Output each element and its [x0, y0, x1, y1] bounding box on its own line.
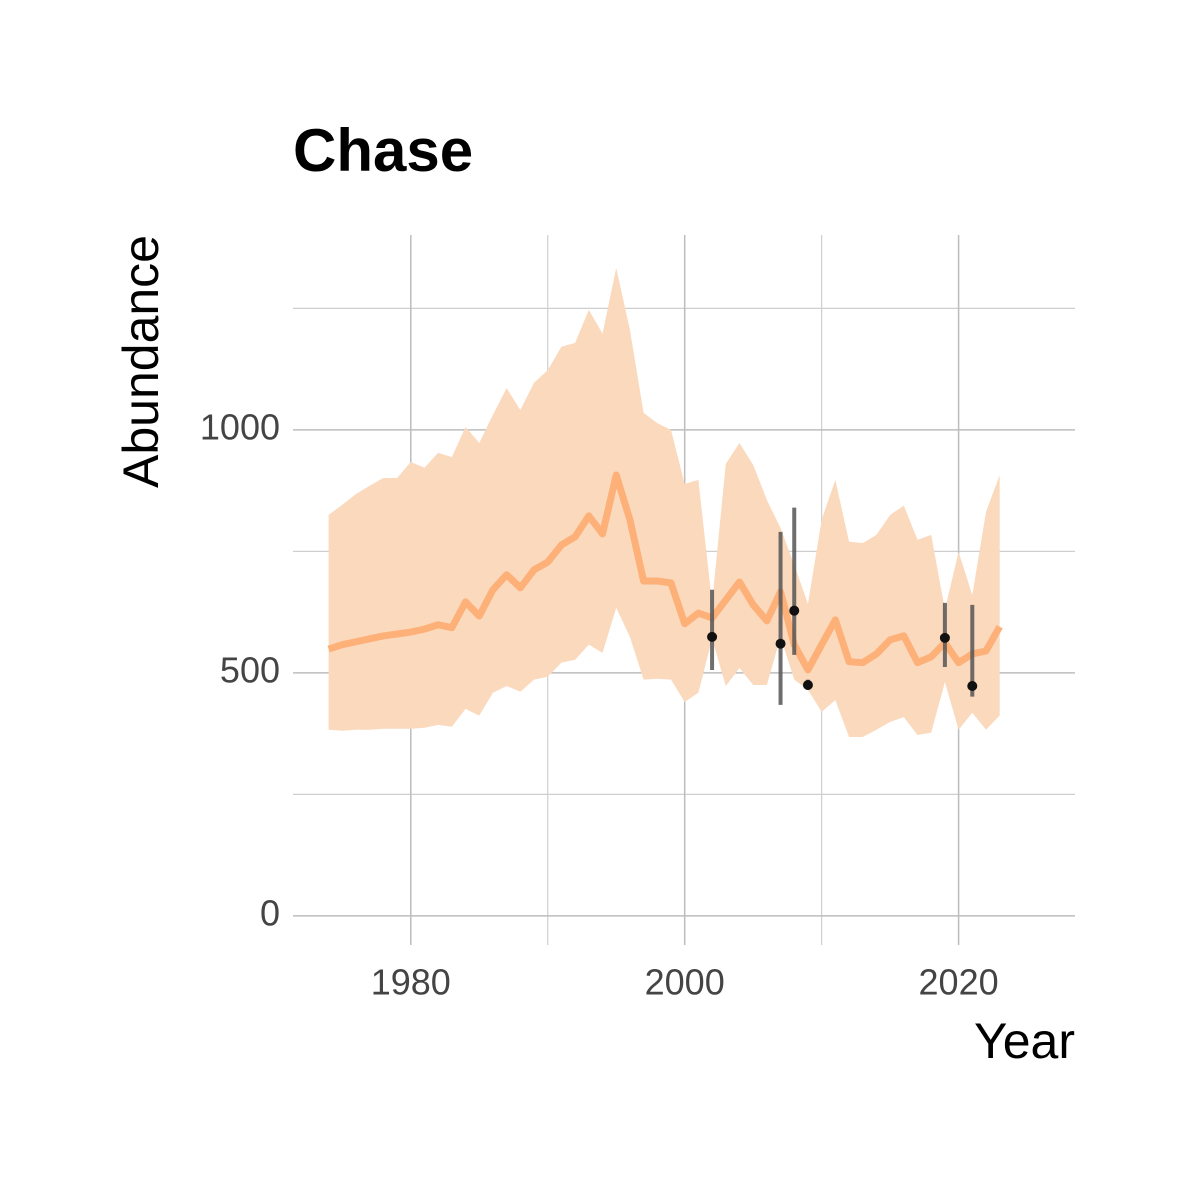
- observation-point: [967, 680, 978, 691]
- observation-point: [802, 680, 813, 691]
- y-tick-label: 500: [220, 649, 280, 690]
- x-tick-label: 2020: [919, 962, 999, 1003]
- confidence-band: [328, 268, 1000, 738]
- chart-title: Chase: [293, 117, 473, 184]
- y-tick-label: 0: [260, 892, 280, 933]
- observation-point: [707, 631, 718, 642]
- x-tick-label: 2000: [645, 962, 725, 1003]
- y-tick-label: 1000: [200, 406, 280, 447]
- x-tick-label: 1980: [371, 962, 451, 1003]
- y-axis-title: Abundance: [113, 235, 169, 488]
- observation-point: [939, 632, 950, 643]
- observation-point: [775, 638, 786, 649]
- trend-line: [327, 471, 1003, 674]
- observation-point: [789, 605, 800, 616]
- x-axis-title: Year: [974, 1013, 1075, 1069]
